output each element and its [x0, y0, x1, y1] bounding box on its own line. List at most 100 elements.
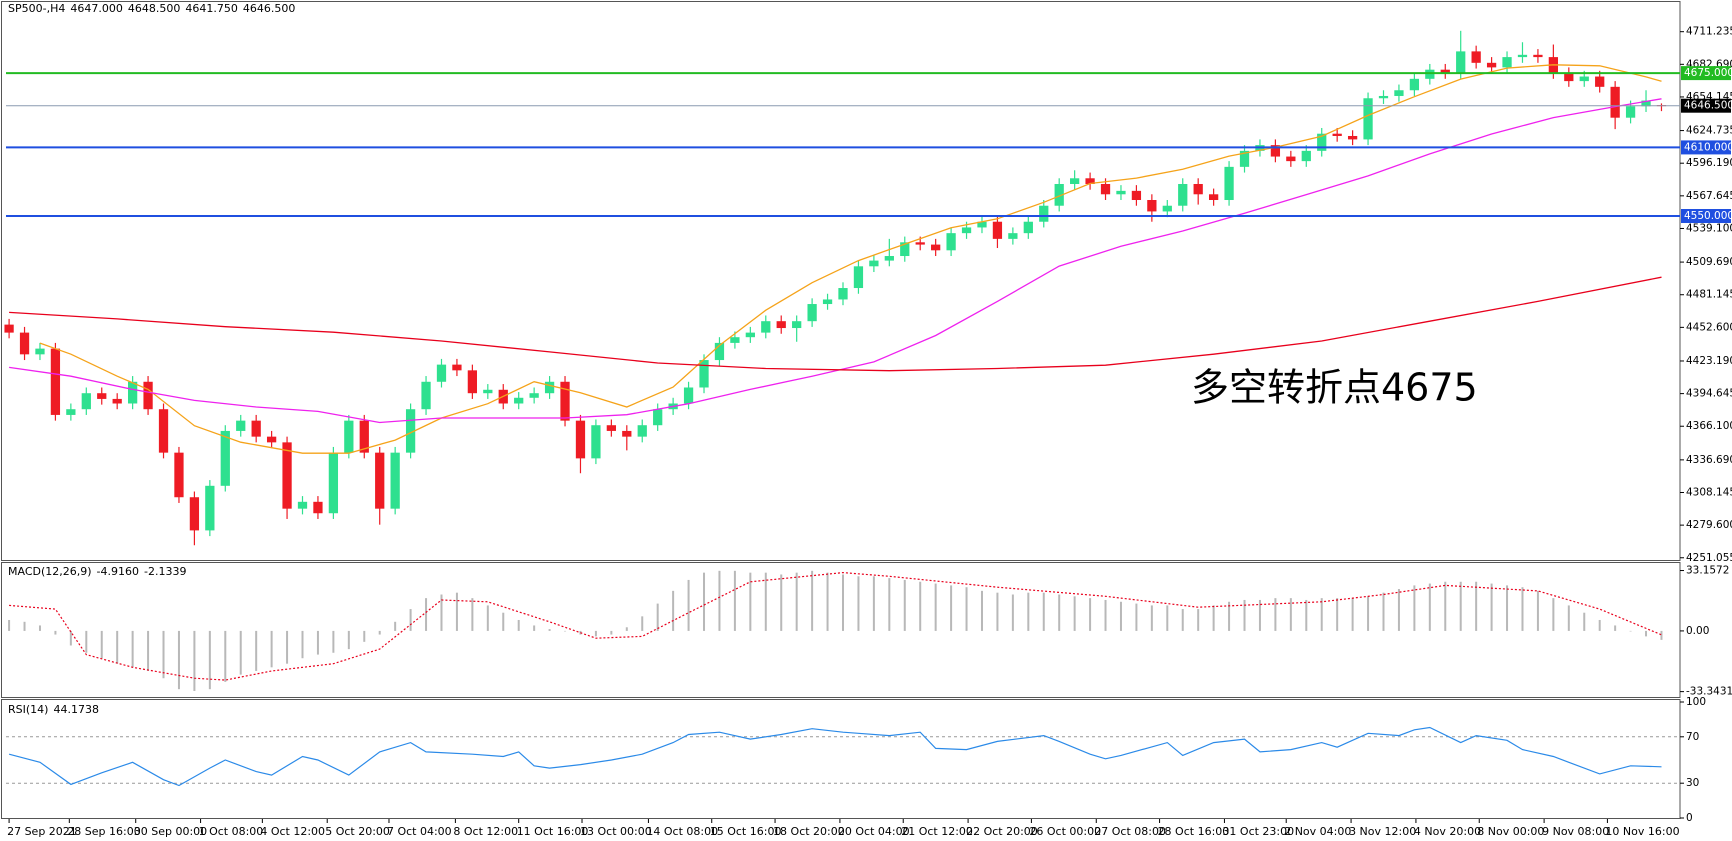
macd-frame [1, 562, 1681, 698]
candle-body [560, 381, 570, 421]
macd-bar [1583, 612, 1586, 631]
macd-bar [718, 570, 721, 631]
macd-bar [1073, 596, 1076, 631]
level-label: 4610.000 [1684, 141, 1732, 153]
macd-bar [950, 585, 953, 631]
macd-bar [1166, 605, 1169, 631]
macd-bar [965, 587, 968, 631]
candle-body [405, 409, 416, 453]
candle-body [1162, 205, 1172, 212]
candle-body [483, 389, 493, 394]
candle-body [1332, 133, 1342, 136]
main-header: SP500-,H4 4647.000 4648.500 4641.750 4646.50… [8, 2, 300, 15]
candle-body [822, 299, 833, 305]
candle-body [1193, 183, 1203, 195]
y-tick-label: 4336.690 [1686, 454, 1732, 466]
macd-bar [8, 619, 11, 631]
y-tick-label: 4509.690 [1686, 256, 1732, 268]
annotation: 多空转折点4675 [1191, 366, 1478, 410]
candle-body [776, 321, 786, 329]
macd-bar [795, 572, 798, 631]
candle-body [220, 430, 230, 486]
candle-body [992, 221, 1003, 239]
x-tick-label: 10 Nov 16:00 [1605, 825, 1679, 838]
symbol: SP500-,H4 [8, 2, 66, 15]
candle-body [792, 321, 802, 329]
candle-body [838, 288, 848, 300]
macd-bar [1150, 605, 1153, 631]
macd-bar [1320, 598, 1323, 631]
candle-body [205, 485, 215, 531]
macd-bar [1428, 583, 1431, 631]
candle-body [1100, 183, 1111, 195]
candle-body [421, 381, 431, 410]
candle-body [1023, 221, 1033, 234]
candle-body [1208, 194, 1219, 201]
macd-bar [131, 630, 134, 668]
macd-bar [903, 579, 906, 631]
candle-body [266, 436, 277, 443]
x-tick-label: 27 Sep 2021 [7, 825, 77, 838]
macd-bar [409, 609, 412, 631]
macd-bar [455, 592, 458, 631]
candle-body [1625, 106, 1636, 118]
y-tick-label: 4624.735 [1686, 125, 1732, 137]
macd-bar [610, 630, 613, 635]
macd-bar [1119, 601, 1122, 631]
macd-bar [1413, 585, 1416, 631]
candle-body [1641, 100, 1651, 107]
candle-body [961, 227, 972, 234]
candle-body [683, 387, 694, 404]
macd-bar [1598, 619, 1601, 631]
indicator-name: RSI(14) [8, 703, 49, 716]
x-tick-label: 8 Oct 12:00 [453, 825, 518, 838]
indicator-value: -2.1339 [144, 565, 187, 578]
candle-body [452, 364, 462, 371]
macd-bar [1444, 581, 1447, 631]
macd-bar [1614, 625, 1617, 631]
macd-bar [1228, 601, 1231, 631]
macd-bar [1475, 581, 1478, 631]
candle-body [19, 332, 30, 355]
candle-body [297, 501, 308, 509]
candle-body [745, 332, 755, 338]
moving-average [39, 64, 1662, 454]
macd-bar [239, 630, 242, 675]
ohlc: 4648.500 [127, 2, 181, 15]
macd-bar [1506, 585, 1509, 631]
macd-bar [1258, 599, 1261, 631]
rsi-line [8, 726, 1662, 787]
macd-bar [301, 630, 304, 659]
y-tick-label: 4539.100 [1686, 222, 1732, 234]
x-tick-label: 4 Oct 12:00 [260, 825, 325, 838]
candle-body [236, 420, 246, 431]
candle-body [699, 360, 709, 388]
macd-bar [733, 570, 736, 631]
candle-body [1595, 76, 1605, 87]
candle-body [1579, 76, 1589, 82]
macd-bar [38, 625, 41, 631]
macd-bar [1181, 609, 1184, 631]
main-frame [1, 1, 1681, 561]
candle-body [1409, 78, 1420, 91]
macd-bar [1274, 598, 1277, 631]
y-tick-label: -33.3431 [1686, 686, 1732, 698]
candle-body [1502, 57, 1512, 68]
macd-bar [517, 619, 520, 631]
macd-bar [1521, 587, 1524, 631]
x-tick-label: 14 Oct 08:00 [646, 825, 718, 838]
candle-body [1471, 51, 1481, 63]
candle-body [467, 370, 478, 394]
macd-bar [625, 627, 628, 631]
y-tick-label: 4711.235 [1686, 26, 1732, 38]
macd-bar [826, 572, 829, 631]
candle-body [282, 442, 292, 509]
macd-bar [533, 625, 536, 631]
candle-body [591, 425, 601, 459]
candle-body [807, 304, 817, 322]
candle-body [112, 398, 122, 404]
candle-body [853, 266, 864, 289]
candle-body [158, 409, 169, 453]
macd-bar [872, 576, 875, 631]
